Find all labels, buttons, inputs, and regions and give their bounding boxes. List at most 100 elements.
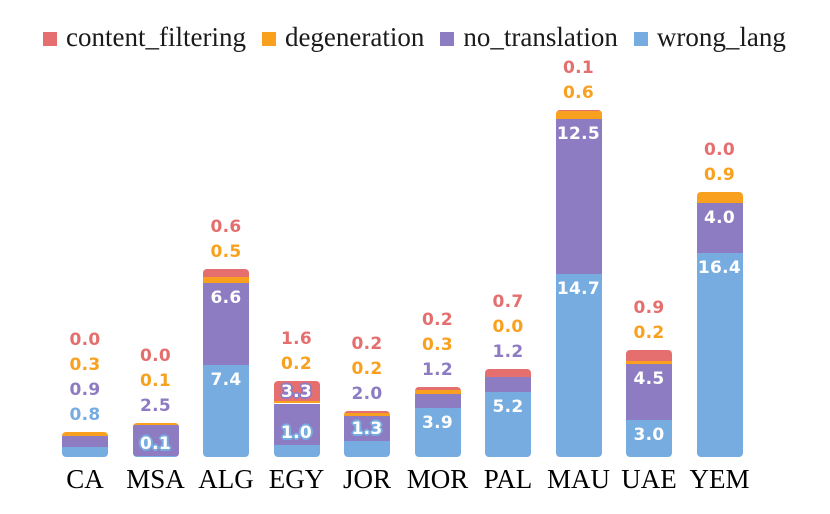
value-label-content_filtering: 0.9	[633, 298, 665, 319]
value-label-degeneration: 0.9	[703, 165, 735, 186]
bar-segment-degeneration	[344, 413, 390, 416]
value-label-wrong_lang: 16.4	[697, 257, 742, 278]
bar-segment-degeneration	[62, 432, 108, 436]
bar-segment-content_filtering	[485, 368, 531, 378]
value-label-column-MAU: 0.1 0.6	[544, 56, 614, 106]
bar-MOR: 3.9	[414, 387, 461, 457]
legend-swatch-wrong-lang	[633, 32, 648, 46]
bar-segment-degeneration	[203, 276, 249, 283]
value-label-column-CA: 0.0 0.3 0.9 0.8	[50, 328, 120, 428]
value-label-column-PAL: 0.7 0.0 1.2	[473, 290, 543, 365]
category-label-EGY: EGY	[268, 464, 325, 494]
value-label-no_translation: 0.9	[69, 380, 101, 401]
bar-segment-content_filtering	[626, 350, 672, 362]
legend-label-no-translation: no_translation	[463, 22, 618, 52]
value-label-content_filtering: 0.6	[210, 217, 242, 238]
value-label-degeneration: 0.3	[421, 335, 453, 356]
bar-segment-degeneration	[555, 111, 602, 119]
bar-segment-no_translation	[62, 435, 108, 448]
legend-item-no-translation: no_translation	[440, 22, 618, 53]
bar-segment-wrong_lang	[485, 392, 531, 457]
bar-segment-wrong_lang	[626, 419, 672, 457]
bar-segment-wrong_lang	[555, 274, 602, 457]
legend-swatch-content-filtering	[43, 32, 57, 46]
bar-CA	[62, 432, 108, 457]
bar-YEM: 16.4 4.0	[696, 192, 743, 457]
value-label-content_filtering: 0.0	[69, 330, 101, 351]
value-label-column-JOR: 0.2 0.2 2.0	[332, 332, 402, 407]
value-label-column-UAE: 0.9 0.2	[614, 296, 684, 346]
bar-segment-no_translation	[273, 403, 320, 445]
bar-segment-content_filtering	[555, 109, 602, 112]
value-label-column-EGY: 1.6 0.2	[262, 327, 332, 377]
value-label-no_translation: 12.5	[556, 123, 601, 144]
value-label-no_translation: 2.5	[139, 396, 171, 417]
legend-swatch-degeneration	[261, 32, 276, 46]
legend-label-degeneration: degeneration	[284, 22, 425, 52]
value-label-wrong_lang: 1.3	[351, 418, 383, 439]
bar-segment-degeneration	[696, 192, 743, 204]
value-label-wrong_lang: 1.0	[280, 422, 312, 443]
bar-segment-content_filtering	[414, 387, 461, 390]
bar-MAU: 14.7 12.5	[555, 109, 602, 457]
value-label-content_filtering: 0.7	[492, 291, 524, 312]
legend-item-degeneration: degeneration	[261, 22, 425, 53]
value-label-column-YEM: 0.0 0.9	[685, 138, 755, 188]
category-label-PAL: PAL	[483, 464, 533, 494]
category-label-MAU: MAU	[546, 464, 610, 494]
legend-item-content-filtering: content_filtering	[43, 22, 246, 53]
value-label-content_filtering: 0.2	[421, 310, 453, 331]
value-label-wrong_lang: 7.4	[210, 369, 242, 390]
value-label-content_filtering: 0.0	[703, 140, 735, 161]
value-label-no_translation: 2.0	[351, 383, 383, 404]
bar-segment-degeneration	[626, 361, 672, 364]
value-label-content_filtering: 1.6	[280, 329, 312, 350]
bar-segment-no_translation	[626, 363, 672, 420]
category-label-JOR: JOR	[342, 464, 391, 494]
bar-EGY: 1.0 3.3	[273, 381, 320, 457]
bar-UAE: 3.0 4.5	[626, 350, 672, 457]
category-label-MOR: MOR	[406, 464, 469, 494]
bar-segment-wrong_lang	[344, 440, 390, 457]
category-label-YEM: YEM	[689, 464, 750, 494]
value-label-degeneration: 0.3	[69, 355, 101, 376]
category-label-ALG: ALG	[198, 464, 254, 494]
legend-swatch-no-translation	[440, 32, 455, 46]
bar-segment-wrong_lang	[273, 444, 320, 457]
value-label-degeneration: 0.2	[280, 354, 312, 375]
bar-segment-no_translation	[203, 282, 249, 365]
value-label-degeneration: 0.5	[210, 242, 242, 263]
bar-segment-wrong_lang	[132, 455, 179, 457]
value-label-wrong_lang: 5.2	[492, 397, 524, 418]
bar-segment-degeneration	[132, 423, 179, 425]
bar-segment-degeneration	[273, 401, 320, 404]
bar-segment-wrong_lang	[696, 252, 743, 457]
bar-segment-no_translation	[485, 377, 531, 393]
bar-segment-no_translation	[344, 415, 390, 441]
value-label-wrong_lang: 0.8	[69, 405, 101, 426]
value-label-wrong_lang: 3.0	[633, 424, 665, 445]
legend-item-wrong-lang: wrong_lang	[633, 22, 786, 53]
bar-segment-degeneration	[414, 389, 461, 394]
bar-segment-content_filtering	[344, 410, 390, 414]
bar-segment-wrong_lang	[62, 447, 108, 457]
value-label-column-ALG: 0.6 0.5	[191, 215, 261, 265]
category-label-MSA: MSA	[126, 464, 185, 494]
bar-segment-no_translation	[555, 118, 602, 275]
value-label-degeneration: 0.0	[492, 316, 524, 337]
value-label-wrong_lang: 14.7	[556, 279, 601, 300]
value-label-no_translation: 1.2	[421, 360, 453, 381]
bar-JOR: 1.3	[344, 410, 390, 457]
bar-PAL: 5.2	[485, 368, 531, 457]
value-label-column-MOR: 0.2 0.3 1.2	[403, 308, 473, 383]
bar-segment-no_translation	[132, 424, 179, 456]
legend-label-wrong-lang: wrong_lang	[656, 22, 786, 52]
bar-segment-no_translation	[414, 393, 461, 409]
value-label-degeneration: 0.6	[562, 82, 594, 103]
bar-segment-wrong_lang	[203, 364, 249, 457]
category-label-CA: CA	[66, 464, 104, 494]
bar-segment-no_translation	[696, 203, 743, 253]
value-label-no_translation: 6.6	[210, 287, 242, 308]
value-label-no_translation: 1.2	[492, 341, 524, 362]
